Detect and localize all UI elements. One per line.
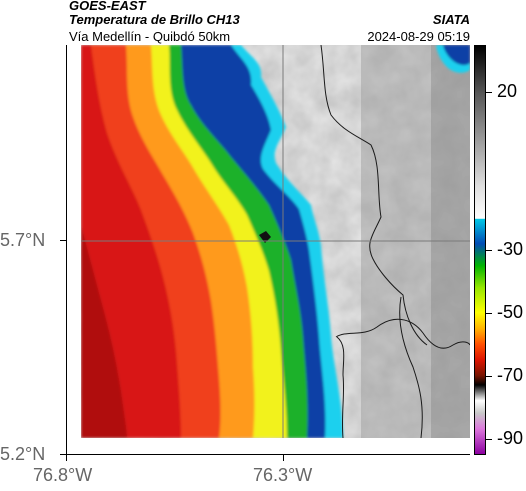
colorbar-tick-mark — [486, 92, 492, 94]
axis-line-bottom — [66, 454, 470, 455]
map-canvas — [81, 45, 470, 438]
colorbar-tick-label: 20 — [497, 81, 518, 102]
subtitle-datetime: 2024-08-29 05:19 — [367, 29, 470, 44]
boundary-line-2 — [335, 318, 470, 349]
colorbar-tick-mark — [486, 439, 492, 441]
colorbar-tick-label: -50 — [497, 302, 524, 323]
admin-boundaries — [320, 45, 470, 438]
cloud-band-deep-red — [81, 225, 127, 438]
colorbar-tick-label: -70 — [497, 365, 524, 386]
colorbar-tick-mark — [486, 376, 492, 378]
x-tick-mark-2 — [283, 455, 284, 461]
y-tick-mark-2 — [60, 454, 66, 455]
colorbar-tick-mark — [486, 250, 492, 251]
colorbar-tick-label: -90 — [497, 428, 524, 449]
temperature-colorbar — [474, 45, 486, 455]
x-tick-label-2: 76.3°W — [253, 465, 313, 485]
y-tick-label-1: 5.7°N — [0, 230, 46, 250]
cold-core-ne — [443, 45, 470, 66]
boundary-line-1 — [320, 45, 428, 346]
boundary-line-3 — [336, 336, 345, 438]
y-tick-mark-1 — [60, 240, 66, 241]
axis-line-left — [66, 45, 67, 455]
subtitle-route: Vía Medellín - Quibdó 50km — [69, 29, 231, 44]
x-tick-mark-1 — [66, 455, 67, 461]
brightness-temperature-map — [81, 45, 470, 438]
y-tick-label-2: 5.2°N — [0, 444, 46, 464]
colorbar-tick-label: -30 — [497, 239, 524, 259]
title-product: Temperatura de Brillo CH13 — [69, 12, 240, 27]
boundary-line-4 — [399, 296, 423, 438]
colorbar-tick-mark — [486, 313, 492, 315]
cold-spot — [259, 231, 271, 243]
title-org: SIATA — [432, 12, 470, 27]
title-satellite: GOES-EAST — [69, 0, 146, 13]
x-tick-label-1: 76.8°W — [33, 465, 93, 485]
